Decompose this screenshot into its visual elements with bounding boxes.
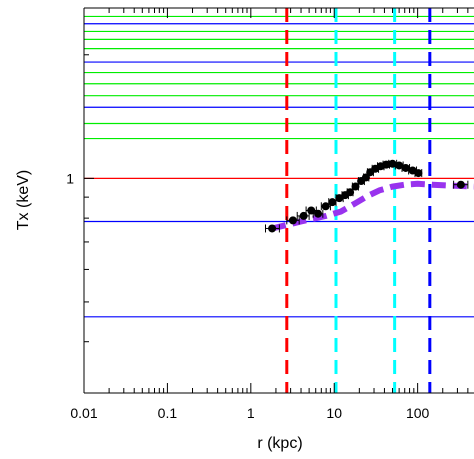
x-axis-label: r (kpc) xyxy=(257,435,302,452)
marker xyxy=(321,202,330,211)
marker xyxy=(328,198,337,207)
marker xyxy=(414,169,423,178)
x-tick-label: 1 xyxy=(247,405,255,421)
model-curve-layer xyxy=(271,180,474,232)
data-points-layer xyxy=(265,159,469,233)
model-curve-0 xyxy=(271,180,474,232)
data-point-4 xyxy=(312,209,324,218)
marker xyxy=(314,209,323,218)
reference-vlines xyxy=(285,8,432,393)
tick-labels: 0.01 0.1 1 10 100 1 xyxy=(66,170,429,421)
data-point-22 xyxy=(453,180,469,189)
axis-ticks xyxy=(83,8,469,393)
y-tick-label: 1 xyxy=(66,170,74,186)
x-tick-label: 0.1 xyxy=(158,405,178,421)
marker xyxy=(395,161,404,170)
marker xyxy=(288,216,297,225)
y-axis-label: Tx (keV) xyxy=(15,170,32,230)
x-tick-label: 10 xyxy=(326,405,342,421)
x-tick-label: 100 xyxy=(406,405,430,421)
marker xyxy=(401,163,410,172)
reference-hlines xyxy=(84,15,474,318)
marker xyxy=(351,182,360,191)
data-point-0 xyxy=(265,224,280,233)
x-tick-label: 0.01 xyxy=(70,405,97,421)
marker xyxy=(456,180,465,189)
axes xyxy=(83,7,474,394)
data-point-1 xyxy=(286,216,300,225)
marker xyxy=(388,159,397,168)
data-point-6 xyxy=(328,198,337,207)
marker xyxy=(268,224,277,233)
data-point-21 xyxy=(414,169,423,178)
